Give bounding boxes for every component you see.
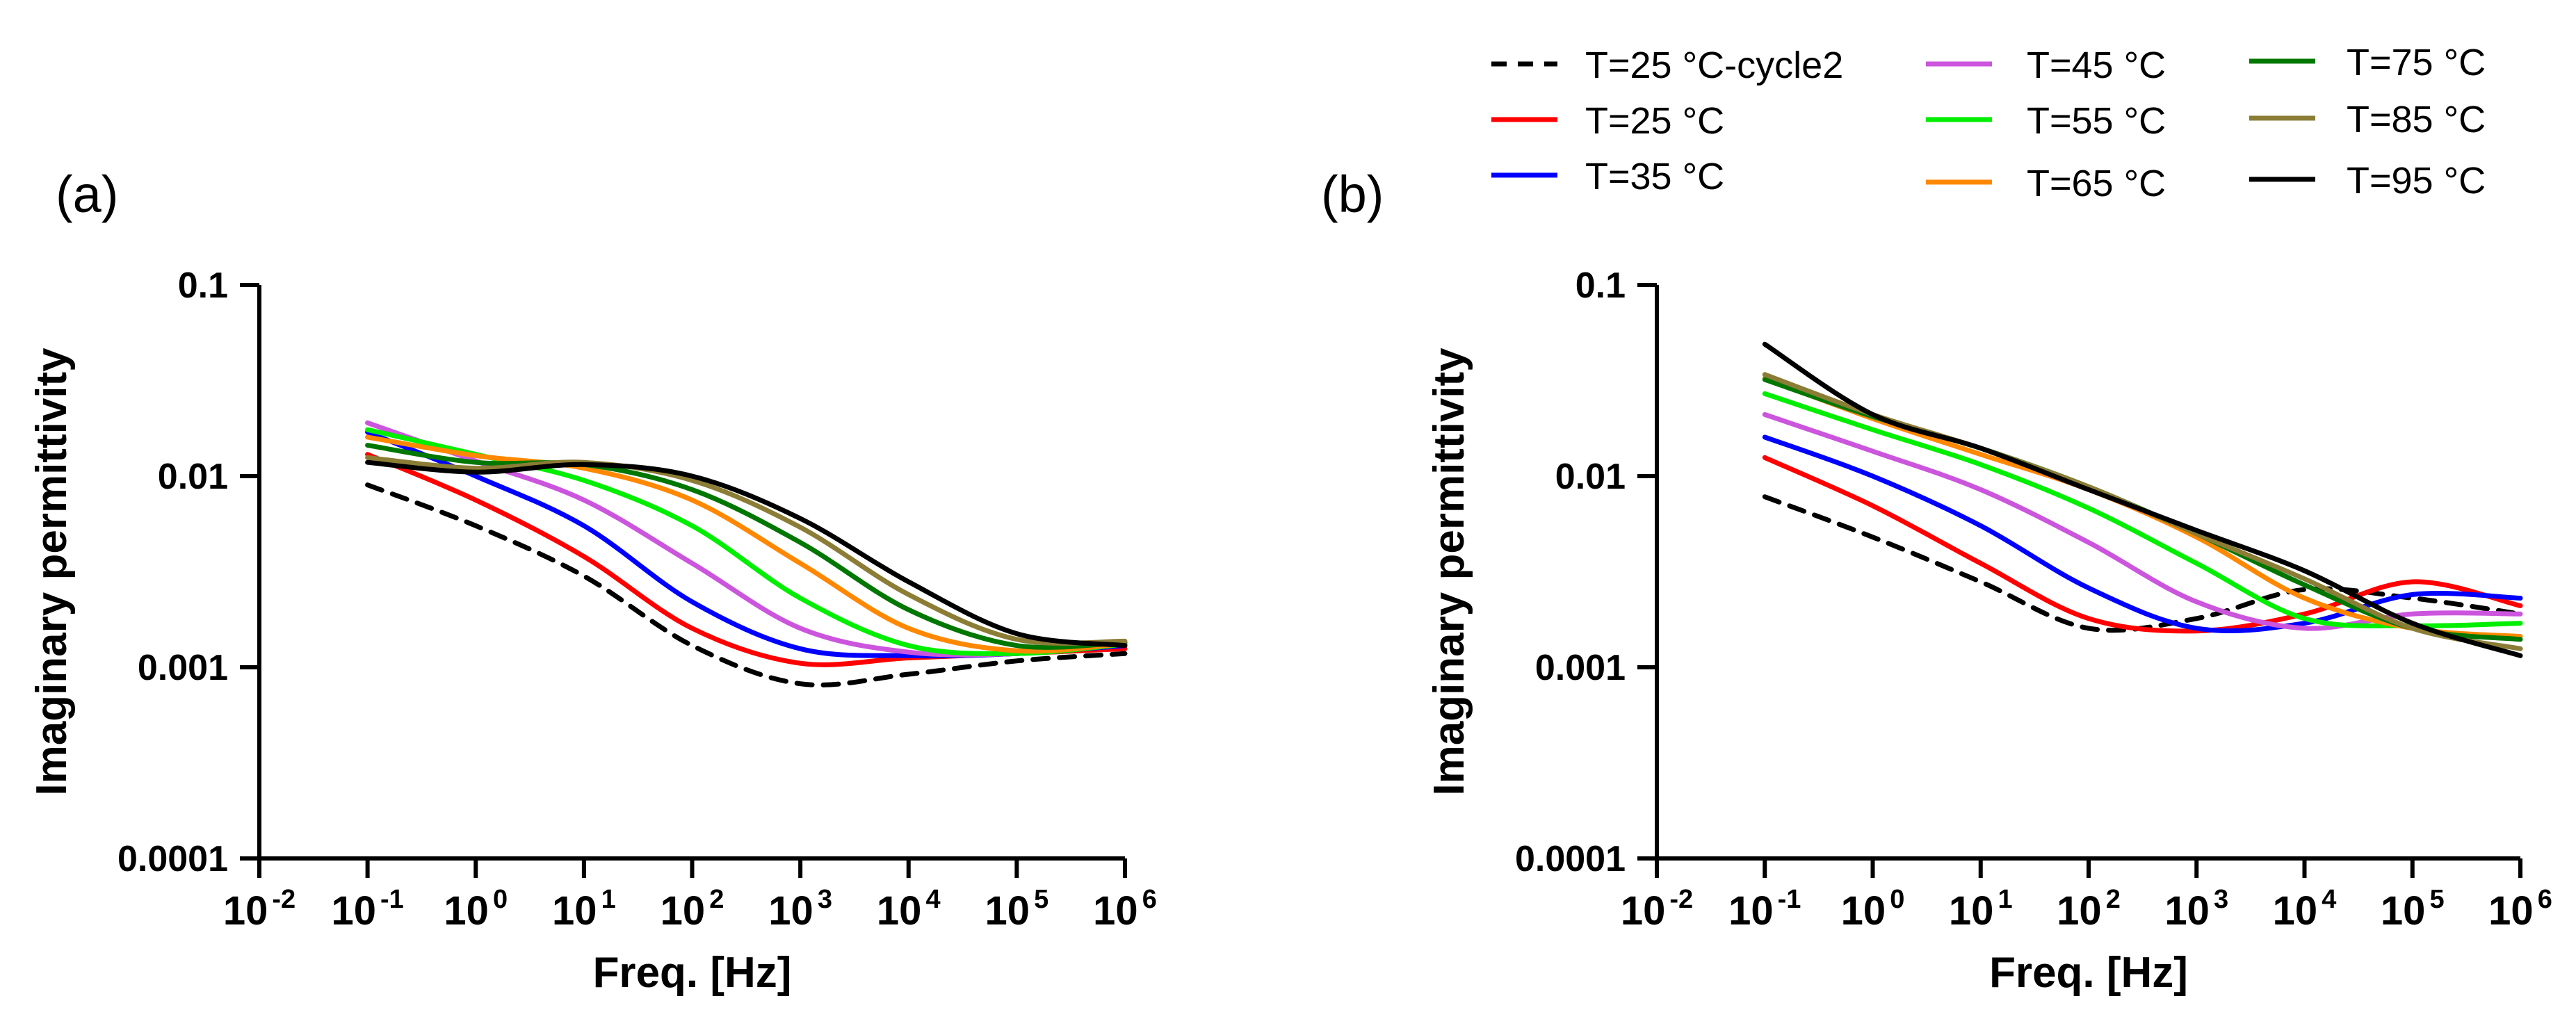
legend-entry-75: T=75 °C <box>2249 42 2486 83</box>
x-tick-label: 10 -1 <box>331 885 403 934</box>
panel-a: (a) 0.0001 0.001 0.01 0.1 10 -2 10 -1 10 0 10 1 10 2 10… <box>28 165 1157 997</box>
x-tick-label: 10 2 <box>661 885 724 934</box>
x-tick-label: 10 1 <box>1949 885 2013 934</box>
y-tick-label: 0.1 <box>178 266 228 306</box>
legend-entry-95: T=95 °C <box>2249 160 2486 202</box>
x-tick-label: 10 -2 <box>223 885 295 934</box>
legend-entry-35: T=35 °C <box>1491 156 1724 197</box>
x-tick-label: 10 1 <box>552 885 616 934</box>
legend-label-65: T=65 °C <box>2027 163 2166 204</box>
y-tick-label: 0.01 <box>158 457 228 497</box>
series-line-2 <box>1762 434 2523 634</box>
legend-entry-25-cycle2: T=25 °C-cycle2 <box>1491 44 1843 86</box>
series-line-8 <box>1762 341 2523 658</box>
y-tick-label: 0.0001 <box>1515 839 1626 879</box>
legend-label-25: T=25 °C <box>1585 100 1724 142</box>
y-axis-label: Imaginary permittivity <box>28 348 76 796</box>
legend-label-55: T=55 °C <box>2027 100 2166 142</box>
series-line-1 <box>1762 455 2523 634</box>
x-tick-label: 10 3 <box>2164 885 2228 934</box>
legend-label-25-cycle2: T=25 °C-cycle2 <box>1585 44 1843 86</box>
legend-label-95: T=95 °C <box>2347 160 2486 202</box>
series-line-8 <box>365 459 1128 649</box>
y-tick-label: 0.0001 <box>118 839 228 879</box>
x-axis-label: Freq. [Hz] <box>1989 949 2188 997</box>
x-tick-label: 10 -1 <box>1728 885 1801 934</box>
legend-entry-45: T=45 °C <box>1926 44 2166 86</box>
x-tick-label: 10 4 <box>877 885 941 934</box>
series-line-0 <box>365 482 1128 687</box>
x-tick-label: 10 6 <box>2488 885 2552 934</box>
y-tick-label: 0.01 <box>1555 457 1626 497</box>
y-tick-label: 0.001 <box>138 648 228 688</box>
y-tick-label: 0.001 <box>1535 648 1626 688</box>
series-line-7 <box>365 455 1128 646</box>
x-axis-label: Freq. [Hz] <box>593 949 792 997</box>
y-tick-label: 0.1 <box>1575 266 1626 306</box>
x-tick-label: 10 5 <box>985 885 1049 934</box>
series-line-6 <box>365 443 1128 650</box>
legend-label-85: T=85 °C <box>2347 99 2486 140</box>
x-tick-label: 10 6 <box>1093 885 1157 934</box>
panel-label: (a) <box>56 165 118 223</box>
legend-label-75: T=75 °C <box>2347 42 2486 83</box>
legend-entry-25: T=25 °C <box>1491 100 1724 142</box>
legend-entry-65: T=65 °C <box>1926 163 2166 204</box>
x-tick-label: 10 3 <box>768 885 832 934</box>
panel-b: (b) 0.0001 0.001 0.01 0.1 10 -2 10 -1 10 0 10 1 10 2 10… <box>1321 165 2552 997</box>
x-tick-label: 10 4 <box>2273 885 2337 934</box>
legend-label-45: T=45 °C <box>2027 44 2166 86</box>
legend: T=25 °C-cycle2 T=25 °C T=35 °C T=45 °C T… <box>1491 42 2486 204</box>
series-line-5 <box>365 434 1128 654</box>
panel-label: (b) <box>1321 165 1384 223</box>
x-tick-label: 10 0 <box>1841 885 1905 934</box>
x-tick-label: 10 2 <box>2057 885 2121 934</box>
x-tick-label: 10 0 <box>444 885 508 934</box>
series-line-2 <box>365 430 1128 659</box>
y-axis-label: Imaginary permittivity <box>1425 348 1473 796</box>
x-tick-label: 10 5 <box>2381 885 2445 934</box>
x-tick-label: 10 -2 <box>1621 885 1693 934</box>
legend-entry-55: T=55 °C <box>1926 100 2166 142</box>
legend-label-35: T=35 °C <box>1585 156 1724 197</box>
legend-entry-85: T=85 °C <box>2249 99 2486 140</box>
